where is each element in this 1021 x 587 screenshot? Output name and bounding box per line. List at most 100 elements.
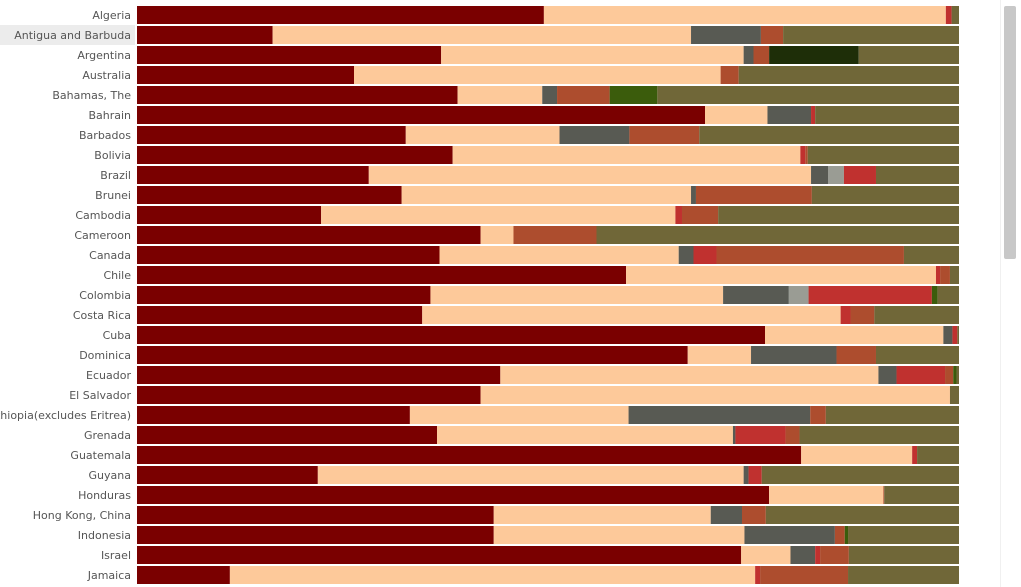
bar-segment-ecuador-1[interactable] [137, 366, 501, 384]
bar-segment-algeria-5[interactable] [945, 6, 952, 24]
bar-segment-cameroon-6[interactable] [513, 226, 597, 244]
bar-segment-bolivia-6[interactable] [805, 146, 808, 164]
bar-segment-indonesia-2[interactable] [493, 526, 745, 544]
bar-segment-brunei-2[interactable] [401, 186, 692, 204]
bar-segment-barbados-9[interactable] [699, 126, 959, 144]
bar-segment-brunei-3[interactable] [691, 186, 696, 204]
bar-segment-hong-kong-china-1[interactable] [137, 506, 494, 524]
bar-segment-chile-6[interactable] [940, 266, 950, 284]
bar-segment-australia-6[interactable] [720, 66, 739, 84]
bar-segment-indonesia-9[interactable] [848, 526, 959, 544]
bar-segment-honduras-1[interactable] [137, 486, 770, 504]
bar-segment-brazil-5[interactable] [843, 166, 876, 184]
bar-segment-colombia-7[interactable] [931, 286, 938, 304]
bar-segment-grenada-1[interactable] [137, 426, 438, 444]
bar-segment-hong-kong-china-3[interactable] [710, 506, 742, 524]
bar-segment-cambodia-1[interactable] [137, 206, 322, 224]
bar-segment-israel-3[interactable] [790, 546, 816, 564]
bar-segment-hong-kong-china-6[interactable] [741, 506, 766, 524]
bar-segment-algeria-1[interactable] [137, 6, 544, 24]
bar-segment-bahrain-2[interactable] [705, 106, 768, 124]
bar-segment-cambodia-5[interactable] [675, 206, 682, 224]
bar-segment-grenada-5[interactable] [735, 426, 786, 444]
bar-segment-argentina-3[interactable] [743, 46, 754, 64]
bar-segment-ecuador-2[interactable] [500, 366, 879, 384]
bar-segment-australia-2[interactable] [354, 66, 721, 84]
bar-segment-indonesia-1[interactable] [137, 526, 494, 544]
bar-segment-hong-kong-china-9[interactable] [765, 506, 959, 524]
bar-segment-bahamas-the-3[interactable] [542, 86, 558, 104]
bar-segment-brazil-9[interactable] [875, 166, 959, 184]
bar-segment-israel-9[interactable] [848, 546, 959, 564]
bar-segment-hong-kong-china-2[interactable] [493, 506, 711, 524]
bar-segment-el-salvador-2[interactable] [480, 386, 950, 404]
bar-segment-el-salvador-9[interactable] [949, 386, 959, 404]
bar-segment-guatemala-9[interactable] [917, 446, 959, 464]
bar-segment-brunei-9[interactable] [811, 186, 959, 204]
bar-segment-brunei-1[interactable] [137, 186, 402, 204]
bar-segment-guatemala-1[interactable] [137, 446, 802, 464]
bar-segment-guyana-2[interactable] [317, 466, 744, 484]
bar-segment-indonesia-7[interactable] [844, 526, 849, 544]
bar-segment-bahrain-5[interactable] [811, 106, 816, 124]
bar-segment-canada-6[interactable] [716, 246, 904, 264]
bar-segment-antigua-and-barbuda-6[interactable] [760, 26, 784, 44]
bar-segment-chile-5[interactable] [935, 266, 941, 284]
bar-segment-bolivia-9[interactable] [807, 146, 959, 164]
bar-segment-brazil-1[interactable] [137, 166, 369, 184]
bar-segment-israel-1[interactable] [137, 546, 742, 564]
bar-segment-argentina-1[interactable] [137, 46, 442, 64]
bar-segment-chile-9[interactable] [949, 266, 959, 284]
bar-segment-colombia-9[interactable] [937, 286, 959, 304]
bar-segment-bolivia-2[interactable] [452, 146, 801, 164]
bar-segment-ethiopia-excludes-eritrea-6[interactable] [810, 406, 826, 424]
bar-segment-guyana-1[interactable] [137, 466, 318, 484]
bar-segment-bahamas-the-1[interactable] [137, 86, 458, 104]
bar-segment-algeria-9[interactable] [951, 6, 959, 24]
bar-segment-dominica-1[interactable] [137, 346, 688, 364]
bar-segment-dominica-6[interactable] [836, 346, 876, 364]
bar-segment-australia-9[interactable] [738, 66, 959, 84]
bar-segment-grenada-6[interactable] [785, 426, 800, 444]
bar-segment-cambodia-9[interactable] [718, 206, 959, 224]
bar-segment-guatemala-5[interactable] [912, 446, 918, 464]
bar-segment-guyana-3[interactable] [743, 466, 749, 484]
bar-segment-jamaica-9[interactable] [848, 566, 959, 584]
bar-segment-israel-6[interactable] [820, 546, 849, 564]
bar-segment-barbados-6[interactable] [629, 126, 700, 144]
bar-segment-honduras-6[interactable] [883, 486, 885, 504]
bar-segment-jamaica-2[interactable] [229, 566, 756, 584]
bar-segment-dominica-3[interactable] [751, 346, 837, 364]
bar-segment-canada-5[interactable] [693, 246, 717, 264]
bar-segment-dominica-2[interactable] [687, 346, 752, 364]
bar-segment-bolivia-1[interactable] [137, 146, 453, 164]
bar-segment-costa-rica-5[interactable] [840, 306, 851, 324]
bar-segment-bahamas-the-7[interactable] [609, 86, 658, 104]
bar-segment-colombia-4[interactable] [788, 286, 809, 304]
bar-segment-brunei-6[interactable] [695, 186, 812, 204]
bar-segment-bahamas-the-6[interactable] [557, 86, 610, 104]
bar-segment-ecuador-3[interactable] [878, 366, 897, 384]
bar-segment-bahamas-the-2[interactable] [457, 86, 543, 104]
bar-segment-cambodia-2[interactable] [321, 206, 676, 224]
bar-segment-jamaica-6[interactable] [760, 566, 849, 584]
bar-segment-costa-rica-6[interactable] [850, 306, 875, 324]
bar-segment-bahamas-the-9[interactable] [657, 86, 959, 104]
bar-segment-israel-2[interactable] [741, 546, 791, 564]
bar-segment-cuba-1[interactable] [137, 326, 766, 344]
bar-segment-costa-rica-1[interactable] [137, 306, 423, 324]
bar-segment-israel-5[interactable] [815, 546, 821, 564]
bar-segment-brazil-4[interactable] [828, 166, 844, 184]
bar-segment-argentina-2[interactable] [441, 46, 744, 64]
bar-segment-antigua-and-barbuda-9[interactable] [783, 26, 959, 44]
bar-segment-argentina-6[interactable] [753, 46, 770, 64]
bar-segment-cambodia-6[interactable] [681, 206, 719, 224]
bar-segment-ethiopia-excludes-eritrea-2[interactable] [409, 406, 629, 424]
bar-segment-el-salvador-1[interactable] [137, 386, 481, 404]
bar-segment-cameroon-2[interactable] [480, 226, 514, 244]
bar-segment-brazil-3[interactable] [811, 166, 829, 184]
bar-segment-ethiopia-excludes-eritrea-9[interactable] [825, 406, 959, 424]
bar-segment-guyana-5[interactable] [748, 466, 762, 484]
bar-segment-bahrain-9[interactable] [815, 106, 959, 124]
bar-segment-antigua-and-barbuda-3[interactable] [691, 26, 761, 44]
